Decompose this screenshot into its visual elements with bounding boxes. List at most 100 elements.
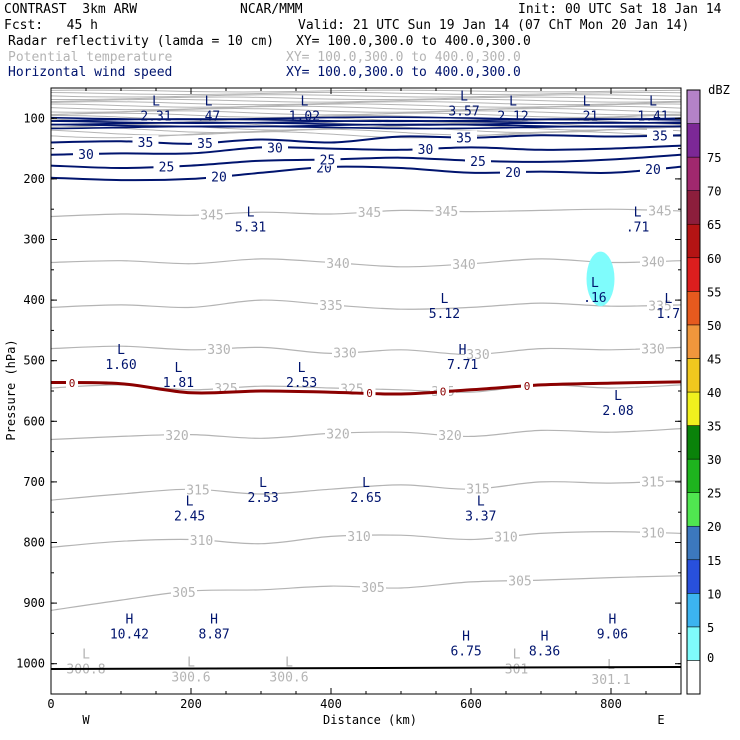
extremum-value: 1.7 xyxy=(657,307,680,322)
freezing-level-label-bg xyxy=(521,379,533,392)
upper-theta-contour xyxy=(51,101,681,106)
model-title: CONTRAST 3km ARW xyxy=(4,2,138,17)
colorbar-swatch xyxy=(686,492,701,527)
theta-contour-310-label: 310 xyxy=(347,530,370,545)
extremum-value: 6.75 xyxy=(450,644,481,659)
theta-contour-315-label-bg xyxy=(465,481,491,495)
theta-contour-340 xyxy=(51,258,681,268)
colorbar-level-label: 40 xyxy=(707,386,721,400)
colorbar-swatch xyxy=(686,156,701,191)
extremum-value: 2.12 xyxy=(497,109,528,124)
extremum-value: 300.6 xyxy=(171,671,210,686)
y-tick-label: 100 xyxy=(23,111,45,125)
wind-contour-20-label-bg xyxy=(206,169,232,183)
theta-contour-305-label: 305 xyxy=(361,581,384,596)
extremum-value: .71 xyxy=(626,220,649,235)
theta-contour-335-label-bg xyxy=(647,298,673,312)
colorbar-swatch xyxy=(686,123,701,158)
colorbar-swatch xyxy=(686,324,701,359)
theta-contour-345-label: 345 xyxy=(648,204,671,219)
x-tick-label: 200 xyxy=(180,697,202,711)
theta-contour-315-label: 315 xyxy=(466,482,489,497)
theta-contour-330-label: 330 xyxy=(641,342,664,357)
low-marker: L xyxy=(247,205,255,220)
wind-contour-25-label-bg xyxy=(465,153,491,167)
wind-contour-20-label: 20 xyxy=(505,166,521,181)
radar-echo-region xyxy=(586,251,615,307)
upper-theta-contour xyxy=(51,128,681,136)
extremum-value: 2.53 xyxy=(286,376,317,391)
colorbar-swatch xyxy=(686,358,701,393)
colorbar-swatch xyxy=(686,660,701,695)
colorbar-level-label: 15 xyxy=(707,554,721,568)
low-marker: L xyxy=(591,276,599,291)
theta-contour-345-label: 345 xyxy=(200,208,223,223)
extremum-value: 2.31 xyxy=(140,109,171,124)
colorbar-swatch xyxy=(686,190,701,225)
east-label: E xyxy=(657,713,664,727)
upper-theta-contour xyxy=(51,96,681,101)
wind-contour-35-label: 35 xyxy=(456,132,472,147)
field2-xy: XY= 100.0,300.0 to 400.0,300.0 xyxy=(286,50,521,65)
extremum-value: .21 xyxy=(575,109,598,124)
theta-contour-315-label-bg xyxy=(640,474,666,488)
low-marker: L xyxy=(117,343,125,358)
theta-contour-335-label: 335 xyxy=(648,299,671,314)
theta-contour-305-label-bg xyxy=(360,580,386,594)
colorbar-level-label: 25 xyxy=(707,487,721,501)
colorbar-swatch xyxy=(686,458,701,493)
wind-contour-20-label: 20 xyxy=(211,170,227,185)
theta-contour-320-label: 320 xyxy=(438,429,461,444)
colorbar-level-label: 75 xyxy=(707,151,721,165)
y-tick-label: 400 xyxy=(23,293,45,307)
theta-contour-340-label-bg xyxy=(451,257,477,271)
y-tick-label: 500 xyxy=(23,354,45,368)
low-marker: L xyxy=(509,94,517,109)
colorbar-swatch xyxy=(686,391,701,426)
theta-contour-325-label: 325 xyxy=(340,383,363,398)
theta-contour-330-label: 330 xyxy=(333,347,356,362)
extremum-value: 1.41 xyxy=(637,109,668,124)
freezing-level-label-bg xyxy=(66,376,78,389)
field3-name: Horizontal wind speed xyxy=(8,65,173,80)
theta-contour-310-label: 310 xyxy=(494,530,517,545)
theta-contour-310-label: 310 xyxy=(641,527,664,542)
colorbar-swatch xyxy=(686,223,701,259)
theta-contour-345-label-bg xyxy=(433,204,460,218)
extremum-value: 1.02 xyxy=(289,109,320,124)
extremum-value: 2.53 xyxy=(247,491,278,506)
low-marker: L xyxy=(300,94,308,109)
freezing-level-label: 0 xyxy=(524,380,531,393)
theta-contour-315 xyxy=(51,480,681,501)
theta-contour-340-label: 340 xyxy=(452,258,475,273)
wind-contour-30-label-bg xyxy=(73,147,99,161)
theta-contour-310-label-bg xyxy=(493,529,519,543)
high-marker: H xyxy=(608,613,616,628)
theta-contour-305-label-bg xyxy=(171,584,197,598)
colorbar-level-label: 10 xyxy=(707,587,721,601)
y-tick-label: 800 xyxy=(23,536,45,550)
extremum-value: 2.65 xyxy=(350,491,381,506)
theta-contour-320 xyxy=(51,428,681,441)
extremum-value: 3.57 xyxy=(448,105,479,120)
upper-theta-contour xyxy=(51,103,681,108)
wind-contour-35-label-bg xyxy=(192,135,218,149)
theta-contour-320-label-bg xyxy=(437,428,463,442)
wind-contour-25-label: 25 xyxy=(470,155,486,170)
theta-contour-340-label-bg xyxy=(640,254,666,268)
extremum-value: 1.60 xyxy=(105,358,136,373)
theta-contour-320-label: 320 xyxy=(165,429,188,444)
low-marker: L xyxy=(607,658,615,673)
y-tick-label: 600 xyxy=(23,414,45,428)
wind-contour-35-label: 35 xyxy=(197,137,213,152)
theta-contour-330-label: 330 xyxy=(466,348,489,363)
wind-contour-35-label-bg xyxy=(451,130,477,144)
wind-contour-20-label-bg xyxy=(640,162,666,176)
wind-contour-35-label: 35 xyxy=(652,130,668,145)
y-tick-label: 200 xyxy=(23,172,45,186)
wind-contour-30-label: 30 xyxy=(267,142,283,157)
wind-contour-20-label: 20 xyxy=(645,163,661,178)
colorbar-swatch xyxy=(686,291,701,326)
wind-contour-25-label: 25 xyxy=(320,154,336,169)
